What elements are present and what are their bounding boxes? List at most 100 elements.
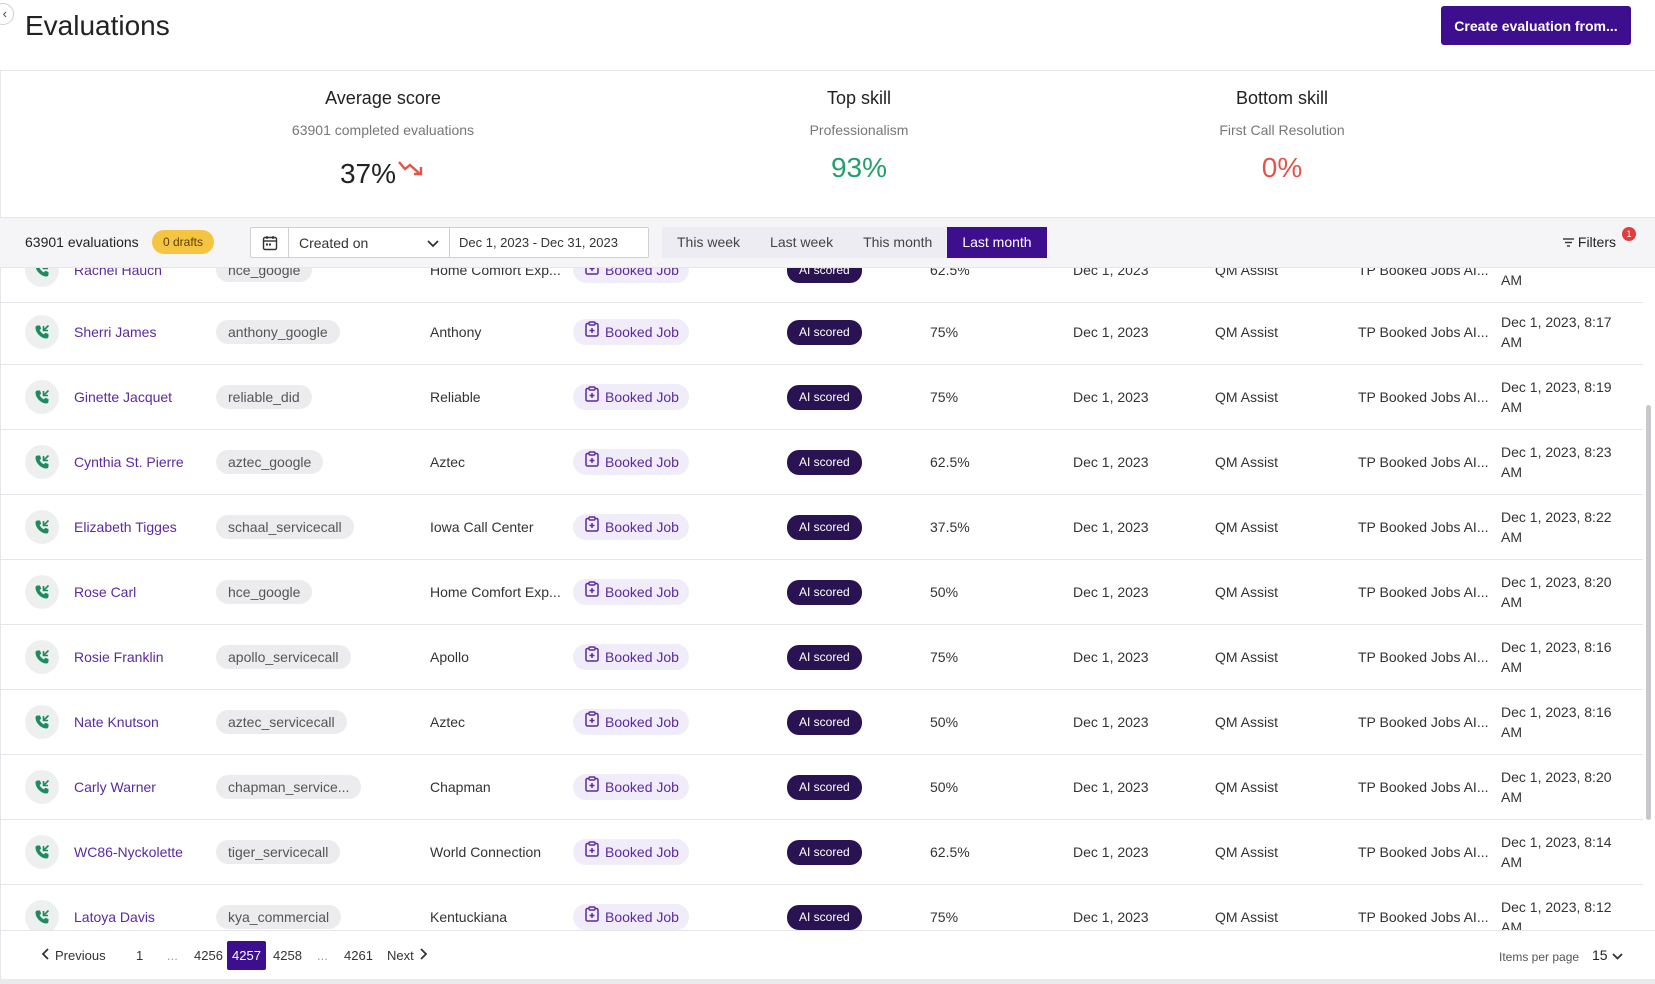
page-current[interactable]: 4257 — [227, 941, 266, 970]
evaluated-time: Dec 1, 2023, 8:19 AM — [1501, 377, 1612, 417]
table-row[interactable]: Cynthia St. Pierre aztec_google Aztec Booke… — [1, 430, 1643, 495]
ai-scored-badge: AI scored — [787, 710, 862, 735]
booked-job-tag[interactable]: Booked Job — [573, 839, 689, 865]
agent-name-link[interactable]: Latoya Davis — [74, 909, 155, 925]
table-row[interactable]: Rose Carl hce_google Home Comfort Exp... Bo… — [1, 560, 1643, 625]
score-value: 75% — [930, 324, 959, 340]
chevron-down-icon — [1611, 947, 1623, 963]
group-chip: hce_google — [216, 268, 313, 282]
calendar-icon[interactable] — [251, 228, 289, 257]
items-per-page-select[interactable]: 15 — [1592, 947, 1623, 963]
agent-name-link[interactable]: Ginette Jacquet — [74, 389, 173, 405]
filters-button[interactable]: Filters — [1563, 234, 1616, 250]
tab-this-month[interactable]: This month — [863, 234, 933, 250]
evaluated-time: Dec 1, 2023, 8:27AM — [1501, 268, 1612, 290]
page-last[interactable]: 4261 — [344, 948, 373, 963]
table-row[interactable]: WC86-Nyckolette tiger_servicecall World Co… — [1, 820, 1643, 885]
table-row[interactable]: Sherri James anthony_google Anthony Booked … — [1, 300, 1643, 365]
evaluations-table: Rachel Hauch hce_google Home Comfort Exp..… — [0, 268, 1643, 930]
template-name: TP Booked Jobs AI... — [1358, 844, 1489, 860]
table-row[interactable]: Rosie Franklin apollo_servicecall Apollo Bo… — [1, 625, 1643, 690]
evaluations-count: 63901 evaluations — [25, 234, 139, 250]
booked-job-tag[interactable]: Booked Job — [573, 644, 689, 670]
agent-name-link[interactable]: Rose Carl — [74, 584, 137, 600]
page-prev-number[interactable]: 4256 — [194, 948, 223, 963]
filters-count-badge: 1 — [1622, 227, 1636, 241]
booked-job-tag[interactable]: Booked Job — [573, 579, 689, 605]
trend-down-icon — [398, 152, 426, 184]
agent-name-link[interactable]: Elizabeth Tigges — [74, 519, 177, 535]
booked-job-tag[interactable]: Booked Job — [573, 774, 689, 800]
next-page-button[interactable]: Next — [387, 948, 428, 963]
tag-label: Booked Job — [605, 714, 679, 730]
call-date: Dec 1, 2023 — [1073, 584, 1149, 600]
date-field-select[interactable]: Created on — [289, 228, 450, 257]
score-value: 75% — [930, 649, 959, 665]
table-row[interactable]: Latoya Davis kya_commercial Kentuckiana Boo… — [1, 885, 1643, 930]
evaluator-name: QM Assist — [1215, 519, 1279, 535]
score-value: 75% — [930, 909, 959, 925]
table-row[interactable]: Ginette Jacquet reliable_did Reliable Booke… — [1, 365, 1643, 430]
agent-name-link[interactable]: Carly Warner — [74, 779, 156, 795]
tab-last-month[interactable]: Last month — [947, 227, 1047, 258]
evaluated-time: Dec 1, 2023, 8:20 AM — [1501, 572, 1612, 612]
evaluated-time-date: Dec 1, 2023, 8:19 — [1501, 379, 1612, 395]
date-field-label: Created on — [299, 234, 369, 251]
company-name: Reliable — [430, 389, 481, 405]
tag-label: Booked Job — [605, 268, 679, 278]
company-name: Kentuckiana — [430, 909, 508, 925]
booked-job-tag[interactable]: Booked Job — [573, 268, 689, 283]
average-score-value-wrap: 37% — [233, 152, 533, 190]
page-ellipsis-right: ... — [317, 948, 328, 963]
create-evaluation-button[interactable]: Create evaluation from... — [1441, 6, 1631, 45]
ai-scored-badge: AI scored — [787, 268, 862, 283]
tab-last-week[interactable]: Last week — [770, 234, 834, 250]
agent-name-link[interactable]: Sherri James — [74, 324, 157, 340]
booked-job-tag[interactable]: Booked Job — [573, 904, 689, 930]
items-per-page-value: 15 — [1592, 947, 1608, 963]
agent-name-link[interactable]: Nate Knutson — [74, 714, 159, 730]
booked-job-tag[interactable]: Booked Job — [573, 319, 689, 345]
ai-scored-badge: AI scored — [787, 515, 862, 540]
agent-name-link[interactable]: WC86-Nyckolette — [74, 844, 183, 860]
page-first[interactable]: 1 — [136, 948, 144, 963]
page-next-number[interactable]: 4258 — [273, 948, 302, 963]
table-row[interactable]: Rachel Hauch hce_google Home Comfort Exp..… — [1, 268, 1643, 303]
page-title: Evaluations — [25, 10, 170, 41]
group-chip: aztec_servicecall — [216, 710, 347, 734]
evaluated-time-meridiem: AM — [1501, 919, 1522, 930]
booked-job-tag[interactable]: Booked Job — [573, 514, 689, 540]
group-chip: tiger_servicecall — [216, 840, 341, 864]
phone-call-icon — [25, 445, 59, 479]
table-scrollbar[interactable] — [1646, 405, 1651, 820]
booked-job-tag[interactable]: Booked Job — [573, 449, 689, 475]
evaluator-name: QM Assist — [1215, 714, 1279, 730]
call-date: Dec 1, 2023 — [1073, 268, 1149, 278]
date-range-input[interactable]: Dec 1, 2023 - Dec 31, 2023 — [459, 235, 618, 250]
evaluator-name: QM Assist — [1215, 909, 1279, 925]
booked-job-tag[interactable]: Booked Job — [573, 384, 689, 410]
template-name: TP Booked Jobs AI... — [1358, 324, 1489, 340]
clipboard-plus-icon — [585, 514, 599, 540]
clipboard-plus-icon — [585, 449, 599, 475]
template-name: TP Booked Jobs AI... — [1358, 714, 1489, 730]
ai-scored-badge: AI scored — [787, 450, 862, 475]
evaluated-time-date: Dec 1, 2023, 8:23 — [1501, 444, 1612, 460]
previous-page-button[interactable]: Previous — [41, 948, 106, 963]
top-skill-name: Professionalism — [809, 122, 909, 138]
evaluated-time-meridiem: AM — [1501, 854, 1522, 870]
completed-evaluations-text: 63901 completed evaluations — [291, 122, 475, 138]
tab-this-week[interactable]: This week — [677, 234, 741, 250]
drafts-badge[interactable]: 0 drafts — [152, 230, 215, 254]
table-row[interactable]: Nate Knutson aztec_servicecall Aztec Booked… — [1, 690, 1643, 755]
bottom-skill-value: 0% — [1261, 152, 1303, 183]
table-row[interactable]: Elizabeth Tigges schaal_servicecall Iowa C… — [1, 495, 1643, 560]
evaluated-time-date: Dec 1, 2023, 8:12 — [1501, 899, 1612, 915]
evaluated-time-meridiem: AM — [1501, 529, 1522, 545]
booked-job-tag[interactable]: Booked Job — [573, 709, 689, 735]
items-per-page-label: Items per page — [1499, 950, 1580, 964]
agent-name-link[interactable]: Rachel Hauch — [74, 268, 162, 278]
agent-name-link[interactable]: Rosie Franklin — [74, 649, 164, 665]
table-row[interactable]: Carly Warner chapman_service... Chapman Boo… — [1, 755, 1643, 820]
agent-name-link[interactable]: Cynthia St. Pierre — [74, 454, 184, 470]
